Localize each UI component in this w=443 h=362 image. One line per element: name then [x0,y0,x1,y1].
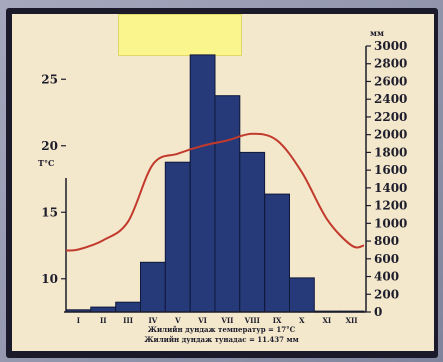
temperature-axis-label: T°C [38,158,54,168]
precipitation-tick-label: 2600 [374,74,407,88]
precipitation-tick-label: 2400 [374,92,407,106]
precipitation-axis-label: мм [370,28,384,38]
bar-ix [264,193,291,313]
bar-iv [140,261,166,313]
temperature-tick-label: 20 [41,139,58,153]
temperature-tick-label: 25 [41,72,58,86]
month-label-ii: II [100,316,107,325]
axes [64,46,367,313]
precipitation-tick-label: 2200 [374,110,407,124]
month-label-x: X [299,316,305,325]
month-label-viii: VIII [244,316,260,325]
bar-viii [239,151,266,313]
precipitation-tick-label: 1200 [374,199,407,213]
temperature-line [65,132,365,252]
month-label-vii: VII [220,316,233,325]
month-label-iii: III [123,316,133,325]
temperature-tick-label: 10 [41,272,58,286]
precipitation-axis-ticks: 0 200 400 600 800 1000 1200 1400 1600 1800 2000 220… [366,39,407,319]
month-label-xii: XII [346,316,358,325]
bar-vii [214,95,241,313]
month-label-xi: XI [322,316,331,325]
bar-vi [189,54,216,313]
precipitation-tick-label: 400 [374,270,399,284]
bar-x [289,277,315,313]
caption-annual-temperature: Жилийн дундаж температур = 17°С [147,325,296,334]
month-label-i: I [77,316,80,325]
precipitation-tick-label: 1400 [374,181,407,195]
month-label-v: V [174,316,181,325]
month-label-iv: IV [149,316,158,325]
month-label-vi: VI [197,316,207,325]
precipitation-tick-label: 2000 [374,128,407,142]
precipitation-tick-label: 600 [374,252,399,266]
precipitation-tick-label: 3000 [374,39,407,53]
temperature-axis-ticks: 10 15 20 25 [41,72,66,286]
sticky-note [118,14,242,56]
month-label-ix: IX [273,316,282,325]
temperature-tick-label: 15 [41,205,58,219]
precipitation-tick-label: 0 [374,305,382,319]
precipitation-tick-label: 200 [374,287,399,301]
caption-annual-precipitation: Жилийн дундаж тунадас = 11.437 мм [144,335,299,344]
precipitation-tick-label: 1600 [374,163,407,177]
bar-v [164,161,191,313]
precipitation-tick-label: 1800 [374,145,407,159]
precipitation-tick-label: 2800 [374,57,407,71]
bar-iii [115,301,141,313]
precipitation-tick-label: 800 [374,234,399,248]
precipitation-bars [65,54,365,313]
month-labels: I II III IV V VI VII VIII IX X XI XII [77,316,358,325]
precipitation-tick-label: 1000 [374,216,407,230]
